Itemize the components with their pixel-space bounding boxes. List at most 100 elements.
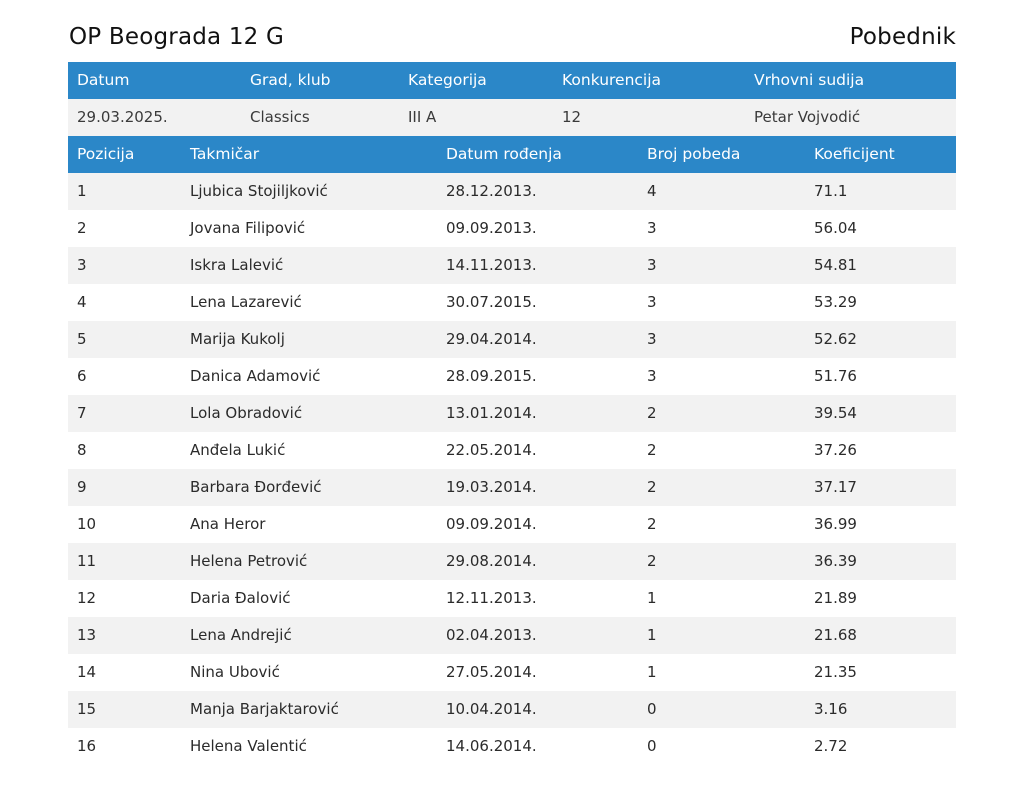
table-row: 6 Danica Adamović 28.09.2015. 3 51.76 xyxy=(68,358,956,395)
cell-coefficient: 52.62 xyxy=(814,330,857,348)
table-row: 4 Lena Lazarević 30.07.2015. 3 53.29 xyxy=(68,284,956,321)
cell-birth-date: 30.07.2015. xyxy=(446,293,537,311)
table-row: 10 Ana Heror 09.09.2014. 2 36.99 xyxy=(68,506,956,543)
cell-wins: 3 xyxy=(647,367,657,385)
cell-competitor: Anđela Lukić xyxy=(190,441,286,459)
table-row: 5 Marija Kukolj 29.04.2014. 3 52.62 xyxy=(68,321,956,358)
cell-position: 2 xyxy=(77,219,87,237)
info-value-datum: 29.03.2025. xyxy=(77,108,168,126)
cell-competitor: Ana Heror xyxy=(190,515,266,533)
cell-birth-date: 09.09.2014. xyxy=(446,515,537,533)
results-header-row: Pozicija Takmičar Datum rođenja Broj pob… xyxy=(68,136,956,173)
cell-wins: 0 xyxy=(647,700,657,718)
table-row: 16 Helena Valentić 14.06.2014. 0 2.72 xyxy=(68,728,956,765)
result-status: Pobednik xyxy=(849,24,956,50)
cell-competitor: Helena Valentić xyxy=(190,737,307,755)
cell-wins: 2 xyxy=(647,441,657,459)
results-header-datum-rodjenja: Datum rođenja xyxy=(446,145,562,163)
cell-competitor: Lola Obradović xyxy=(190,404,303,422)
cell-wins: 2 xyxy=(647,515,657,533)
cell-position: 10 xyxy=(77,515,97,533)
cell-birth-date: 22.05.2014. xyxy=(446,441,537,459)
info-table: Datum Grad, klub Kategorija Konkurencija… xyxy=(68,62,956,136)
cell-competitor: Marija Kukolj xyxy=(190,330,285,348)
cell-position: 14 xyxy=(77,663,97,681)
table-row: 12 Daria Đalović 12.11.2013. 1 21.89 xyxy=(68,580,956,617)
table-row: 11 Helena Petrović 29.08.2014. 2 36.39 xyxy=(68,543,956,580)
cell-birth-date: 28.12.2013. xyxy=(446,182,537,200)
cell-birth-date: 27.05.2014. xyxy=(446,663,537,681)
cell-coefficient: 51.76 xyxy=(814,367,857,385)
info-value-row: 29.03.2025. Classics III A 12 Petar Vojv… xyxy=(68,99,956,136)
cell-birth-date: 29.08.2014. xyxy=(446,552,537,570)
cell-birth-date: 12.11.2013. xyxy=(446,589,537,607)
cell-coefficient: 37.26 xyxy=(814,441,857,459)
cell-coefficient: 71.1 xyxy=(814,182,848,200)
cell-coefficient: 54.81 xyxy=(814,256,857,274)
cell-birth-date: 29.04.2014. xyxy=(446,330,537,348)
table-row: 1 Ljubica Stojiljković 28.12.2013. 4 71.… xyxy=(68,173,956,210)
cell-competitor: Iskra Lalević xyxy=(190,256,284,274)
cell-coefficient: 39.54 xyxy=(814,404,857,422)
info-value-konkurencija: 12 xyxy=(562,108,582,126)
cell-competitor: Manja Barjaktarović xyxy=(190,700,339,718)
cell-position: 6 xyxy=(77,367,87,385)
cell-birth-date: 09.09.2013. xyxy=(446,219,537,237)
table-row: 8 Anđela Lukić 22.05.2014. 2 37.26 xyxy=(68,432,956,469)
cell-position: 7 xyxy=(77,404,87,422)
cell-birth-date: 28.09.2015. xyxy=(446,367,537,385)
cell-competitor: Barbara Đorđević xyxy=(190,478,322,496)
info-value-grad-klub: Classics xyxy=(250,108,310,126)
table-row: 7 Lola Obradović 13.01.2014. 2 39.54 xyxy=(68,395,956,432)
cell-coefficient: 36.99 xyxy=(814,515,857,533)
cell-position: 4 xyxy=(77,293,87,311)
cell-birth-date: 14.06.2014. xyxy=(446,737,537,755)
cell-position: 9 xyxy=(77,478,87,496)
cell-competitor: Danica Adamović xyxy=(190,367,321,385)
cell-coefficient: 3.16 xyxy=(814,700,848,718)
info-header-vrhovni-sudija: Vrhovni sudija xyxy=(754,71,865,89)
results-header-broj-pobeda: Broj pobeda xyxy=(647,145,741,163)
cell-position: 15 xyxy=(77,700,97,718)
cell-position: 8 xyxy=(77,441,87,459)
table-row: 2 Jovana Filipović 09.09.2013. 3 56.04 xyxy=(68,210,956,247)
table-row: 13 Lena Andrejić 02.04.2013. 1 21.68 xyxy=(68,617,956,654)
table-row: 15 Manja Barjaktarović 10.04.2014. 0 3.1… xyxy=(68,691,956,728)
cell-birth-date: 19.03.2014. xyxy=(446,478,537,496)
cell-position: 12 xyxy=(77,589,97,607)
info-header-kategorija: Kategorija xyxy=(408,71,487,89)
cell-wins: 1 xyxy=(647,626,657,644)
cell-competitor: Nina Ubović xyxy=(190,663,280,681)
cell-wins: 4 xyxy=(647,182,657,200)
cell-wins: 3 xyxy=(647,256,657,274)
page-header: OP Beograda 12 G Pobednik xyxy=(69,20,956,54)
cell-wins: 1 xyxy=(647,589,657,607)
info-value-kategorija: III A xyxy=(408,108,437,126)
cell-coefficient: 21.68 xyxy=(814,626,857,644)
cell-birth-date: 13.01.2014. xyxy=(446,404,537,422)
cell-competitor: Helena Petrović xyxy=(190,552,308,570)
info-header-konkurencija: Konkurencija xyxy=(562,71,662,89)
cell-competitor: Lena Lazarević xyxy=(190,293,302,311)
info-header-row: Datum Grad, klub Kategorija Konkurencija… xyxy=(68,62,956,99)
results-header-koeficijent: Koeficijent xyxy=(814,145,895,163)
cell-wins: 0 xyxy=(647,737,657,755)
cell-position: 3 xyxy=(77,256,87,274)
cell-position: 11 xyxy=(77,552,97,570)
results-table: Pozicija Takmičar Datum rođenja Broj pob… xyxy=(68,136,956,765)
cell-coefficient: 37.17 xyxy=(814,478,857,496)
cell-wins: 2 xyxy=(647,404,657,422)
table-row: 9 Barbara Đorđević 19.03.2014. 2 37.17 xyxy=(68,469,956,506)
cell-wins: 3 xyxy=(647,330,657,348)
cell-competitor: Jovana Filipović xyxy=(190,219,306,237)
cell-coefficient: 56.04 xyxy=(814,219,857,237)
info-header-datum: Datum xyxy=(77,71,130,89)
cell-birth-date: 14.11.2013. xyxy=(446,256,537,274)
cell-coefficient: 21.35 xyxy=(814,663,857,681)
cell-position: 13 xyxy=(77,626,97,644)
info-value-vrhovni-sudija: Petar Vojvodić xyxy=(754,108,861,126)
cell-wins: 3 xyxy=(647,293,657,311)
cell-wins: 3 xyxy=(647,219,657,237)
cell-coefficient: 21.89 xyxy=(814,589,857,607)
cell-wins: 2 xyxy=(647,552,657,570)
